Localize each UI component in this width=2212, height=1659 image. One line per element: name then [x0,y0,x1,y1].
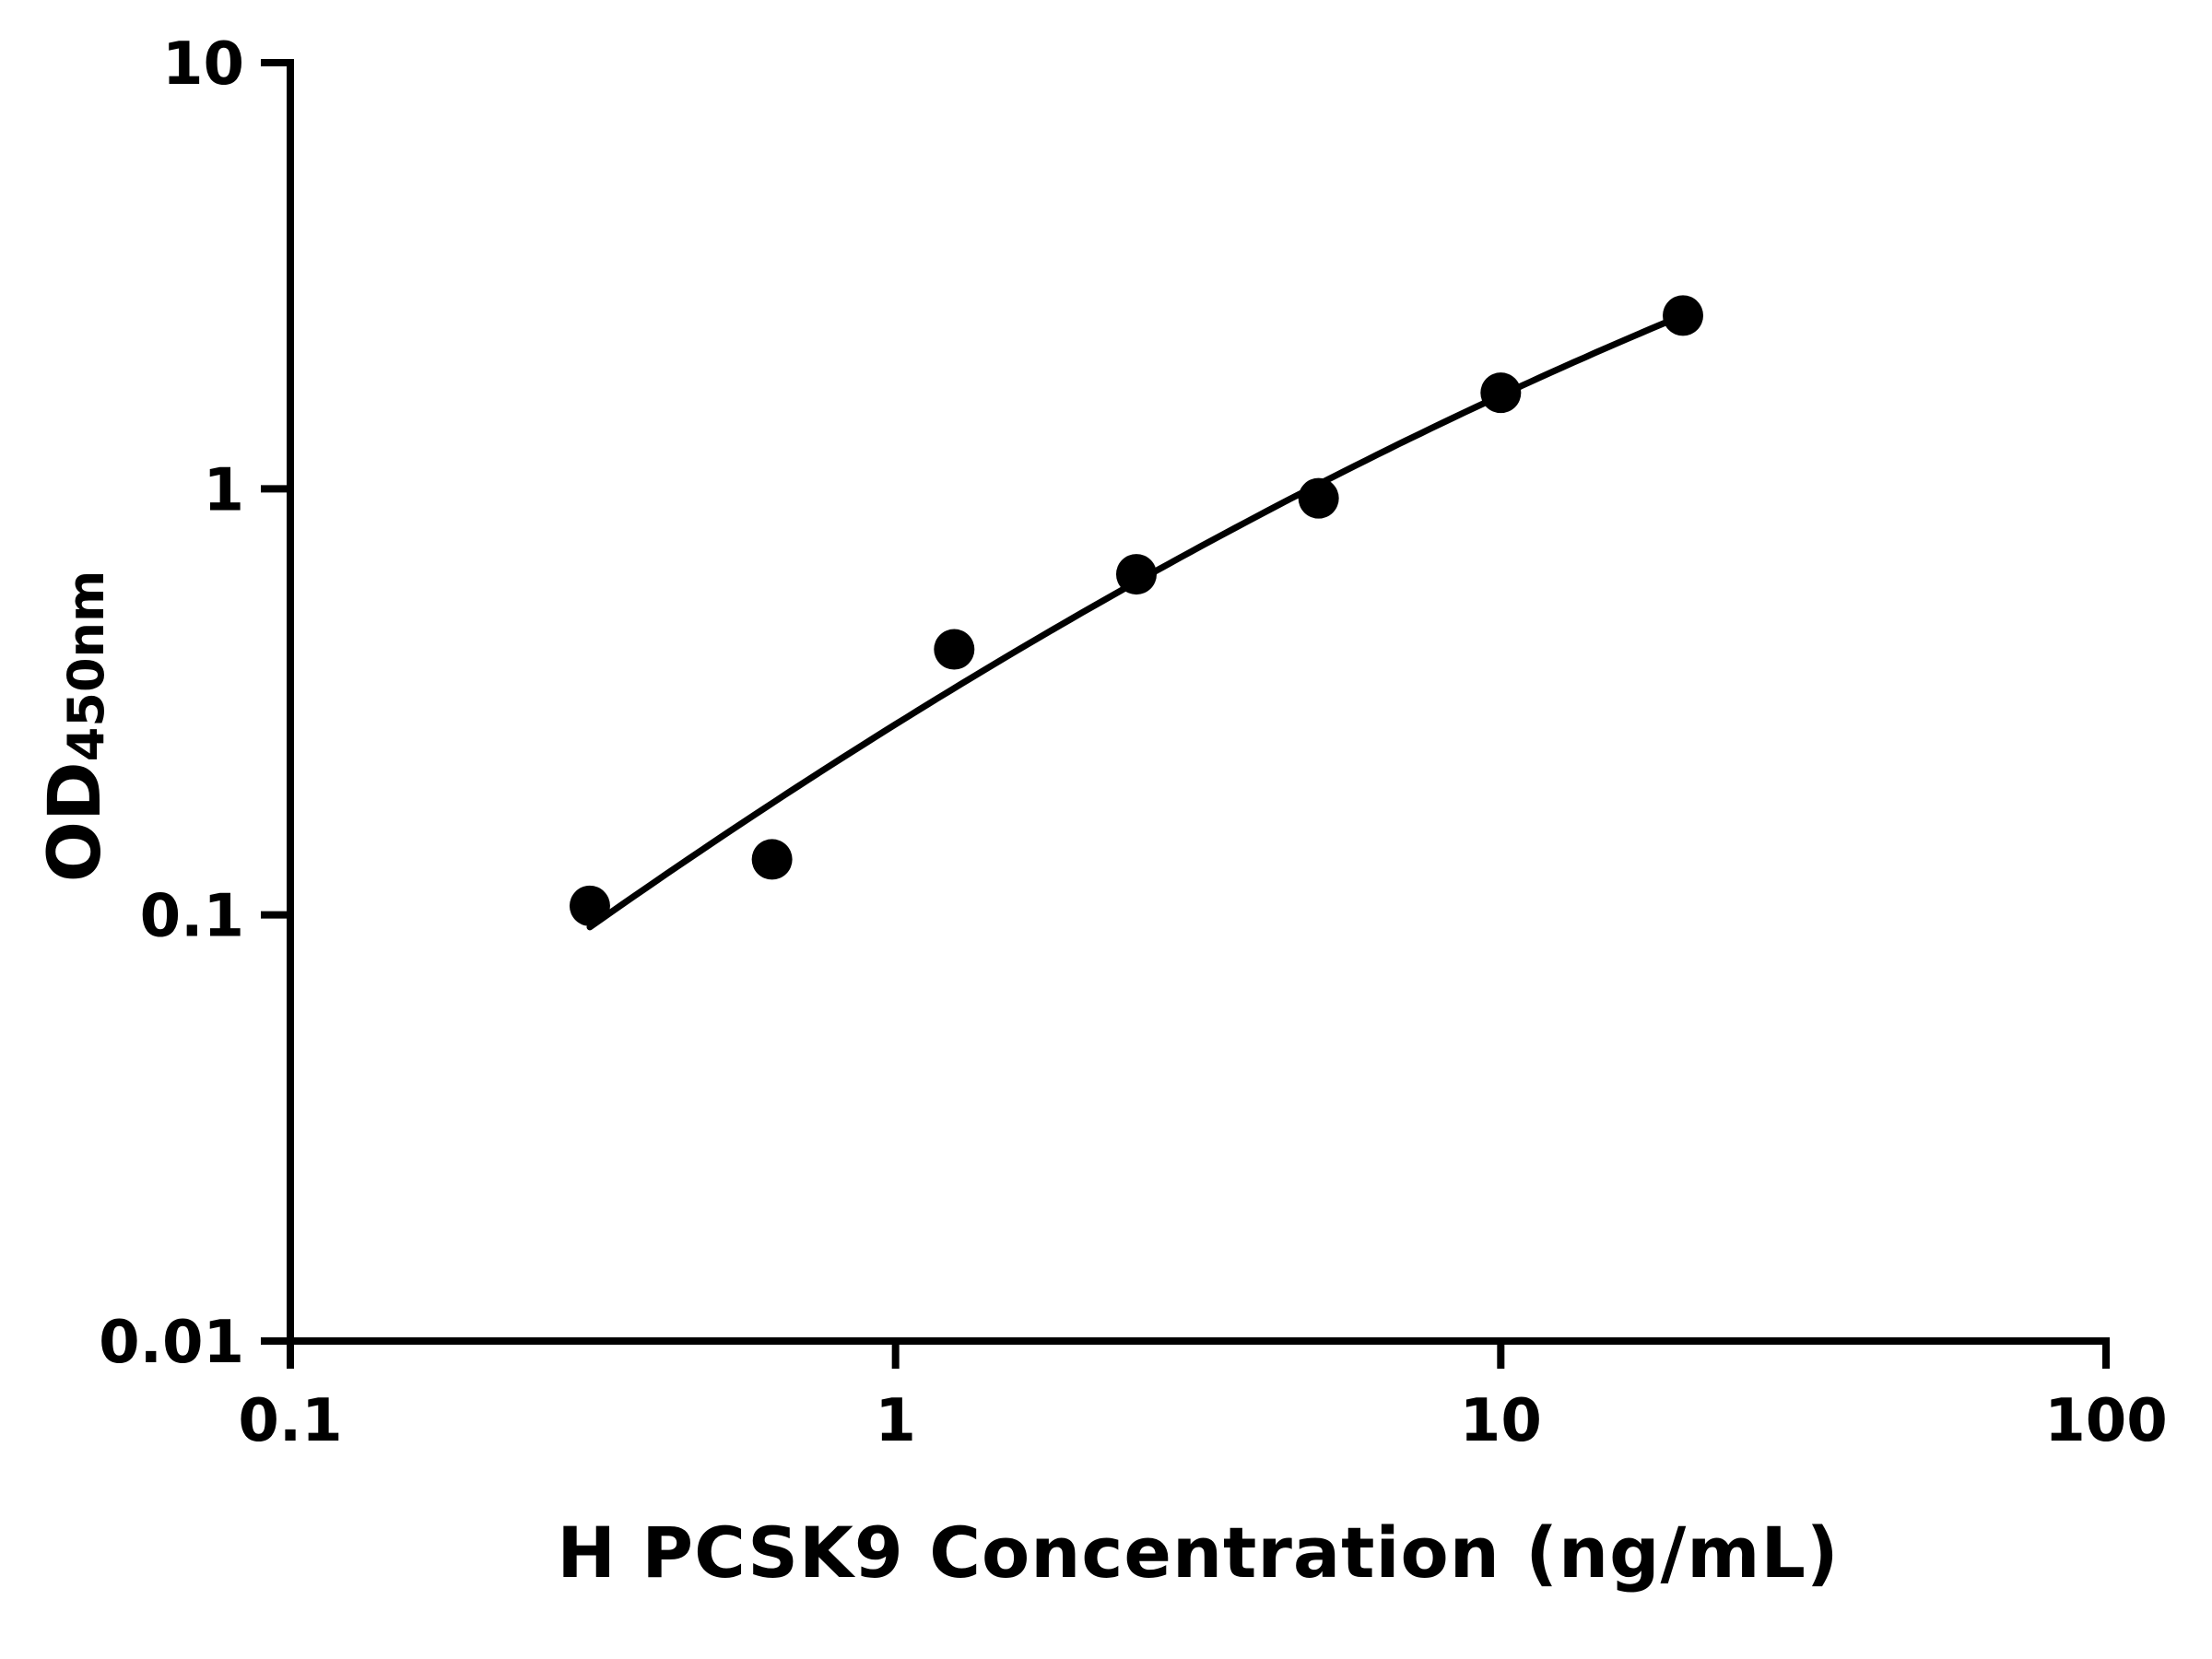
y-axis-label-sub: 450nm [57,570,116,762]
x-tick-label: 10 [1460,1387,1542,1455]
x-axis-label: H PCSK9 Concentration (ng/mL) [557,1512,1840,1594]
y-tick-label: 0.01 [99,1309,244,1377]
y-axis-label: OD450nm [34,571,117,883]
data-point [1480,372,1522,414]
x-tick-label: 1 [875,1387,916,1455]
fit-curve [586,312,1687,931]
x-tick-label: 100 [2044,1387,2168,1455]
data-point [751,839,793,880]
data-point [1298,477,1339,519]
y-tick-label: 10 [162,30,244,99]
data-point [1115,554,1157,595]
y-tick-label: 1 [203,456,244,524]
x-tick-label: 0.1 [238,1387,342,1455]
y-tick-label: 0.1 [140,883,244,951]
axis-lines [287,59,2110,1345]
data-point [1663,295,1704,336]
data-point [569,885,610,926]
y-axis-label-main: OD [34,761,117,883]
data-point [934,629,975,670]
